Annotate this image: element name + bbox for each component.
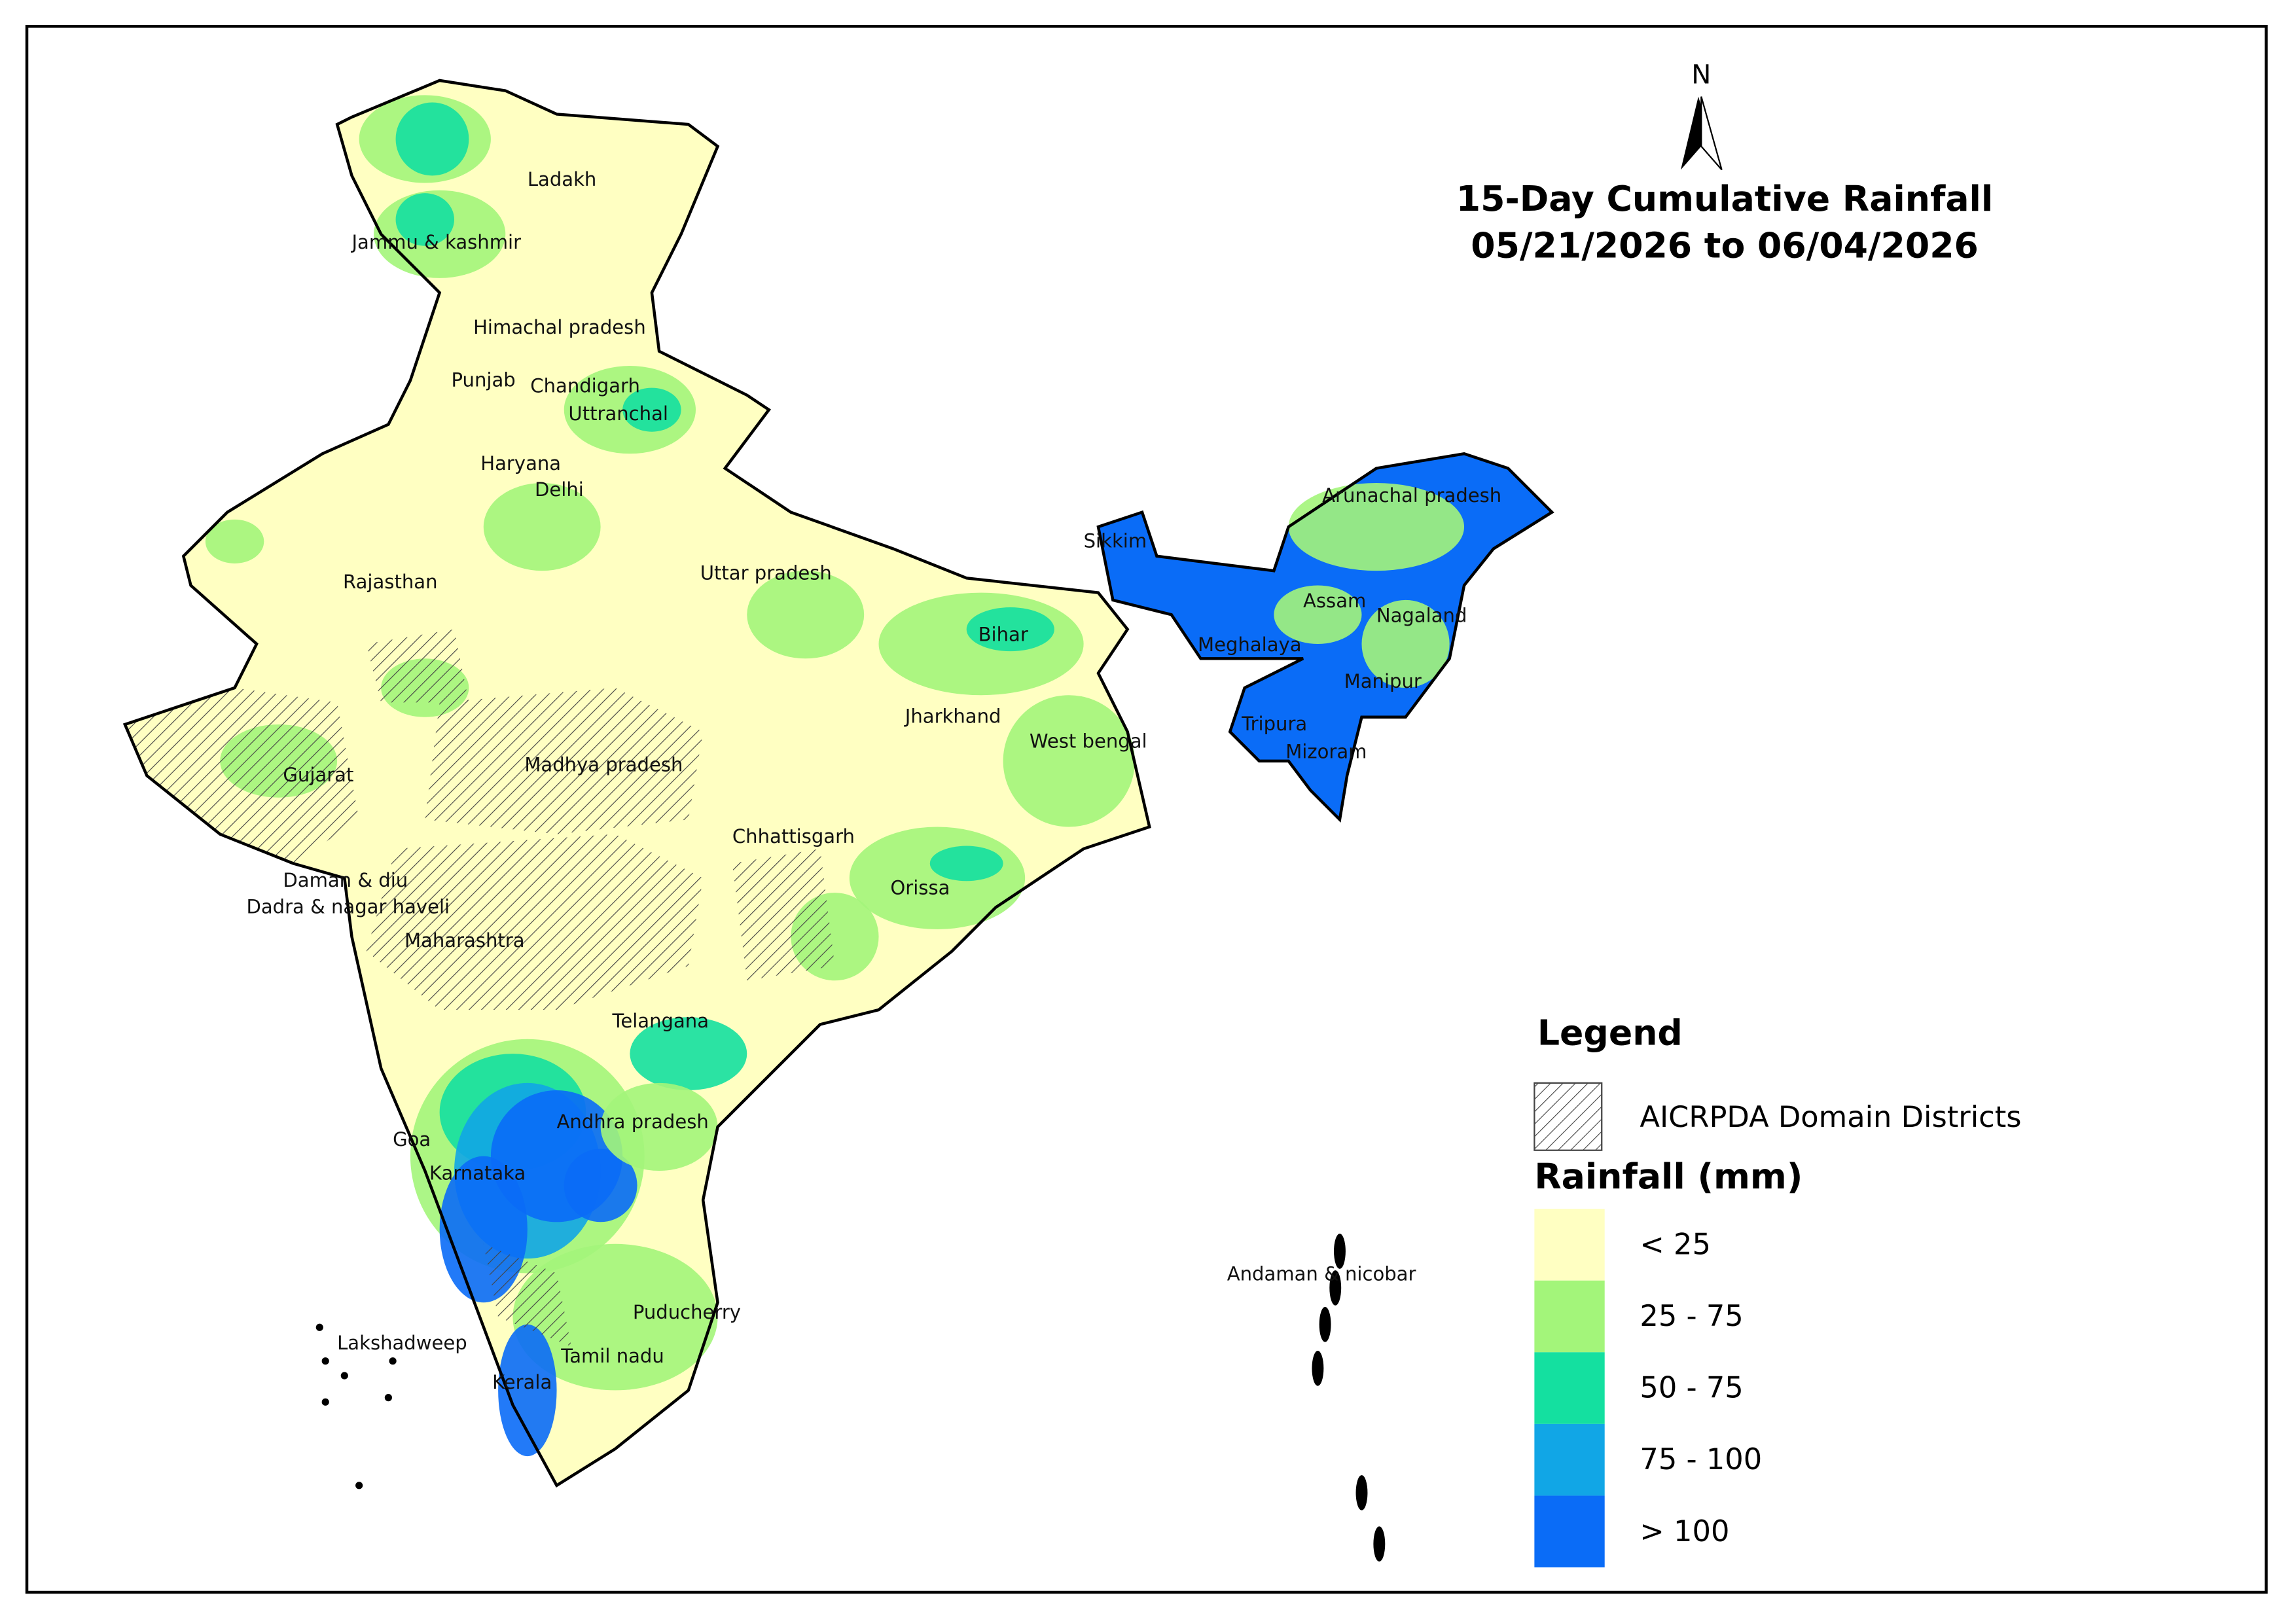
region-label: Nagaland	[1376, 604, 1467, 626]
region-label: Jammu & kashmir	[350, 231, 521, 253]
rainfall-patch	[498, 1324, 557, 1457]
region-label: Jharkhand	[904, 705, 1001, 728]
rainfall-patch	[395, 193, 455, 246]
legend-label: 75 - 100	[1640, 1442, 1762, 1476]
region-label: Sikkim	[1084, 529, 1147, 552]
region-label: Ladakh	[528, 168, 597, 190]
region-label: Punjab	[452, 368, 516, 391]
island	[321, 1357, 329, 1365]
region-label: Himachal pradesh	[473, 316, 646, 338]
region-label: Karnataka	[429, 1162, 526, 1184]
legend-label: 25 - 75	[1640, 1298, 1743, 1333]
north-arrow-half	[1700, 96, 1723, 171]
outline	[1096, 452, 1554, 823]
island	[321, 1398, 329, 1406]
domain-districts	[732, 849, 835, 981]
title-line: 15-Day Cumulative Rainfall	[1456, 178, 1994, 219]
region-label: Manipur	[1344, 670, 1422, 692]
region-label: Lakshadweep	[337, 1332, 467, 1354]
region-label: Dadra & nagar haveli	[246, 895, 450, 918]
region-label: Puducherry	[633, 1301, 741, 1323]
rainfall-patch	[395, 102, 469, 176]
island	[315, 1323, 323, 1331]
domain-districts	[425, 688, 704, 834]
domain-districts	[366, 629, 469, 703]
rainfall-patch	[929, 846, 1003, 882]
hatch-swatch	[1534, 1082, 1603, 1151]
rainfall-title: Rainfall (mm)	[1534, 1156, 1803, 1197]
region-label: Bihar	[978, 623, 1028, 645]
region-label: West bengal	[1030, 730, 1147, 753]
island	[1329, 1270, 1342, 1306]
legend-label: 50 - 75	[1640, 1370, 1743, 1405]
region-label: Mizoram	[1285, 740, 1367, 762]
region-label: Delhi	[535, 478, 584, 501]
island	[1312, 1351, 1324, 1386]
domain-districts	[483, 1243, 571, 1347]
region-label: Andaman & nicobar	[1227, 1263, 1416, 1285]
island	[1373, 1526, 1386, 1562]
rainfall-patch	[966, 607, 1054, 652]
region-label: Chandigarh	[530, 374, 640, 397]
legend-label: > 100	[1640, 1514, 1729, 1548]
region-label: Tamil nadu	[560, 1345, 664, 1367]
rainfall-patch	[1274, 585, 1362, 644]
title-line: 05/21/2026 to 06/04/2026	[1471, 225, 1979, 266]
region-label: Andhra pradesh	[557, 1111, 709, 1133]
outline	[122, 79, 1151, 1488]
hatch-label: AICRPDA Domain Districts	[1640, 1099, 2021, 1134]
region-label: Uttranchal	[568, 402, 668, 425]
island	[389, 1357, 397, 1365]
rainfall-patch	[483, 482, 601, 571]
legend-title: Legend	[1537, 1012, 1683, 1054]
rainfall-patch	[564, 1149, 637, 1222]
island	[355, 1482, 363, 1489]
rainfall-patch	[747, 571, 865, 659]
region-label: Haryana	[480, 452, 561, 474]
island	[1334, 1234, 1346, 1269]
domain-districts	[124, 688, 359, 864]
region-label: Meghalaya	[1198, 633, 1302, 656]
region-label: Kerala	[492, 1371, 552, 1393]
island	[1355, 1475, 1368, 1510]
region-label: Rajasthan	[343, 571, 437, 593]
island	[1319, 1306, 1331, 1342]
legend-classes: < 25 25 - 75 50 - 75 75 - 100 > 100	[1534, 1209, 1762, 1568]
legend-swatch	[1534, 1352, 1605, 1424]
rainfall-patch	[512, 1243, 718, 1391]
legend-swatch	[1534, 1280, 1605, 1353]
region-label: Uttar pradesh	[700, 562, 832, 584]
region-label: Orissa	[890, 876, 950, 899]
rainfall-patch	[600, 1082, 718, 1171]
domain-districts	[366, 834, 704, 1010]
region-label: Arunachal pradesh	[1322, 484, 1501, 507]
region-label: Maharashtra	[404, 929, 525, 952]
legend-label: < 25	[1640, 1226, 1711, 1261]
legend-swatch	[1534, 1209, 1605, 1281]
island	[384, 1394, 392, 1402]
region-labels: Ladakh Jammu & kashmir Himachal pradesh Pun…	[246, 168, 1501, 1393]
rainfall-patch	[205, 519, 264, 563]
region-label: Gujarat	[283, 764, 353, 786]
rainfall-patch	[630, 1017, 747, 1091]
region-label: Daman & diu	[283, 869, 408, 891]
region-label: Goa	[393, 1128, 431, 1150]
legend-swatch	[1534, 1423, 1605, 1496]
rainfall-patch	[1003, 695, 1135, 827]
legend-swatch	[1534, 1495, 1605, 1568]
region-label: Tripura	[1241, 713, 1307, 735]
region-label: Chhattisgarh	[732, 825, 855, 847]
island	[340, 1372, 348, 1380]
rainfall-patch	[1361, 599, 1450, 688]
region-label: Telangana	[612, 1010, 709, 1032]
region-label: Madhya pradesh	[524, 754, 683, 776]
region-label: Assam	[1303, 590, 1366, 612]
land	[122, 79, 1554, 1562]
rainfall-patch	[622, 387, 681, 432]
rainfall-patch	[1288, 482, 1465, 571]
north-label: N	[1691, 60, 1711, 90]
